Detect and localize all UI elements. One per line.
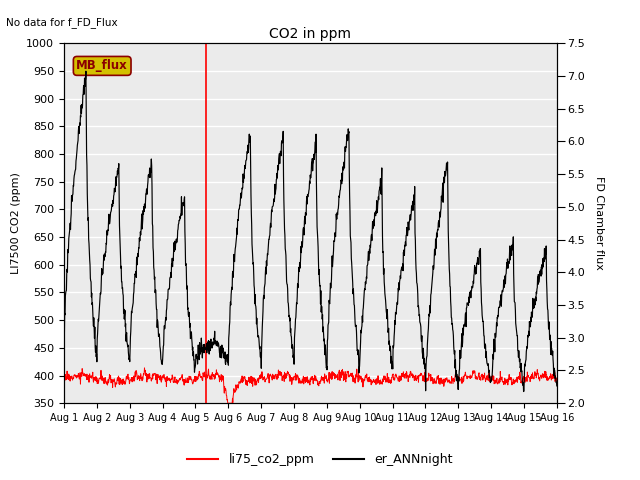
Y-axis label: LI7500 CO2 (ppm): LI7500 CO2 (ppm)	[11, 172, 20, 274]
Text: No data for f_FD_Flux: No data for f_FD_Flux	[6, 17, 118, 28]
Text: MB_flux: MB_flux	[76, 60, 128, 72]
Y-axis label: FD Chamber flux: FD Chamber flux	[595, 176, 604, 270]
Title: CO2 in ppm: CO2 in ppm	[269, 27, 351, 41]
Legend: li75_co2_ppm, er_ANNnight: li75_co2_ppm, er_ANNnight	[182, 448, 458, 471]
